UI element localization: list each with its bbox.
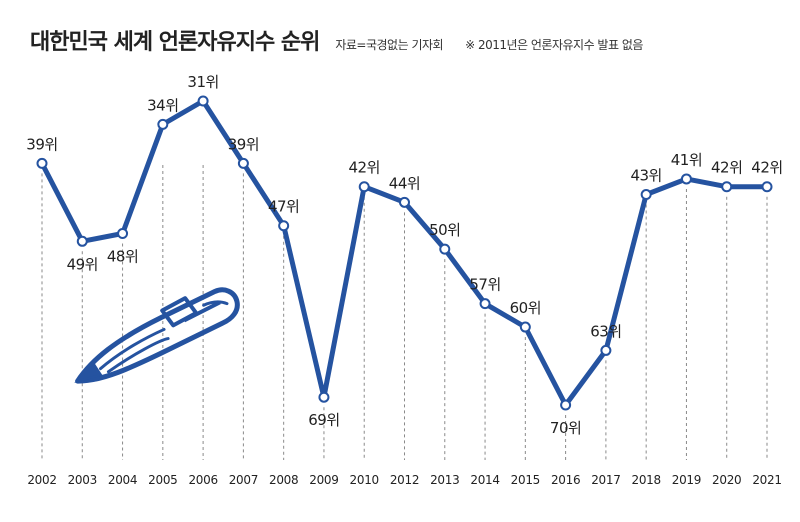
data-label: 47위 bbox=[268, 198, 299, 216]
x-tick-label: 2020 bbox=[712, 473, 741, 487]
x-tick-label: 2014 bbox=[470, 473, 499, 487]
x-tick-label: 2002 bbox=[27, 473, 56, 487]
pen-illustration bbox=[74, 287, 240, 384]
footnote-text: ※ 2011년은 언론자유지수 발표 없음 bbox=[465, 38, 643, 52]
data-point bbox=[157, 118, 169, 130]
data-label: 39위 bbox=[26, 135, 57, 153]
data-label: 44위 bbox=[389, 174, 420, 192]
chart-title: 대한민국 세계 언론자유지수 순위 bbox=[30, 30, 320, 55]
data-point bbox=[36, 157, 48, 169]
data-point bbox=[399, 196, 410, 208]
data-point bbox=[680, 173, 692, 185]
data-label: 50위 bbox=[429, 221, 460, 239]
data-label: 63위 bbox=[590, 322, 621, 340]
data-label: 42위 bbox=[751, 159, 782, 177]
x-tick-label: 2015 bbox=[511, 473, 540, 487]
data-point bbox=[439, 243, 451, 255]
pen-body bbox=[75, 287, 240, 384]
data-label: 70위 bbox=[550, 419, 581, 437]
data-labels: 39위 49위 48위 34위 31위 39위 47위 69위 42위 44위 50위 57위 60위 7… bbox=[26, 73, 783, 437]
x-tick-label: 2012 bbox=[390, 473, 419, 487]
data-label: 57위 bbox=[469, 276, 500, 294]
data-point bbox=[318, 391, 330, 403]
data-point bbox=[278, 220, 290, 232]
source-text: 자료=국경없는 기자회 bbox=[335, 38, 444, 52]
data-points bbox=[36, 95, 773, 411]
data-point bbox=[479, 298, 491, 310]
grid-lines bbox=[41, 165, 768, 460]
x-tick-label: 2019 bbox=[672, 473, 701, 487]
data-point bbox=[76, 235, 88, 247]
x-tick-label: 2003 bbox=[68, 473, 97, 487]
x-tick-label: 2017 bbox=[591, 473, 620, 487]
data-label: 49위 bbox=[67, 255, 98, 273]
data-label: 43위 bbox=[630, 167, 661, 185]
pen-clip bbox=[160, 296, 221, 328]
pen-shading bbox=[99, 300, 229, 374]
data-point bbox=[117, 228, 129, 240]
data-point bbox=[600, 344, 612, 356]
data-label: 42위 bbox=[711, 159, 742, 177]
data-point bbox=[721, 181, 733, 193]
data-point bbox=[640, 189, 652, 201]
x-axis-labels: 2002 2003 2004 2005 2006 2007 2008 2009 2010 2012… bbox=[27, 473, 782, 487]
x-tick-label: 2010 bbox=[350, 473, 379, 487]
data-point bbox=[197, 95, 209, 107]
data-point bbox=[761, 181, 773, 193]
data-label: 42위 bbox=[349, 159, 380, 177]
data-label: 39위 bbox=[228, 135, 259, 153]
x-tick-label: 2007 bbox=[229, 473, 258, 487]
data-point bbox=[560, 399, 572, 411]
x-tick-label: 2013 bbox=[430, 473, 459, 487]
x-tick-label: 2016 bbox=[551, 473, 580, 487]
data-point bbox=[519, 321, 531, 333]
x-tick-label: 2009 bbox=[309, 473, 338, 487]
data-point bbox=[358, 181, 370, 193]
data-label: 34위 bbox=[147, 96, 178, 114]
data-label: 60위 bbox=[510, 299, 541, 317]
pen-nib bbox=[74, 363, 103, 383]
chart-header: 대한민국 세계 언론자유지수 순위 자료=국경없는 기자회 ※ 2011년은 언… bbox=[30, 24, 643, 56]
data-label: 41위 bbox=[671, 151, 702, 169]
data-label: 48위 bbox=[107, 248, 138, 266]
x-tick-label: 2004 bbox=[108, 473, 137, 487]
data-label: 69위 bbox=[308, 411, 339, 429]
data-point bbox=[237, 157, 249, 169]
x-tick-label: 2018 bbox=[631, 473, 660, 487]
x-tick-label: 2005 bbox=[148, 473, 177, 487]
x-tick-label: 2006 bbox=[188, 473, 217, 487]
x-tick-label: 2021 bbox=[752, 473, 781, 487]
data-label: 31위 bbox=[187, 73, 218, 91]
x-tick-label: 2008 bbox=[269, 473, 298, 487]
